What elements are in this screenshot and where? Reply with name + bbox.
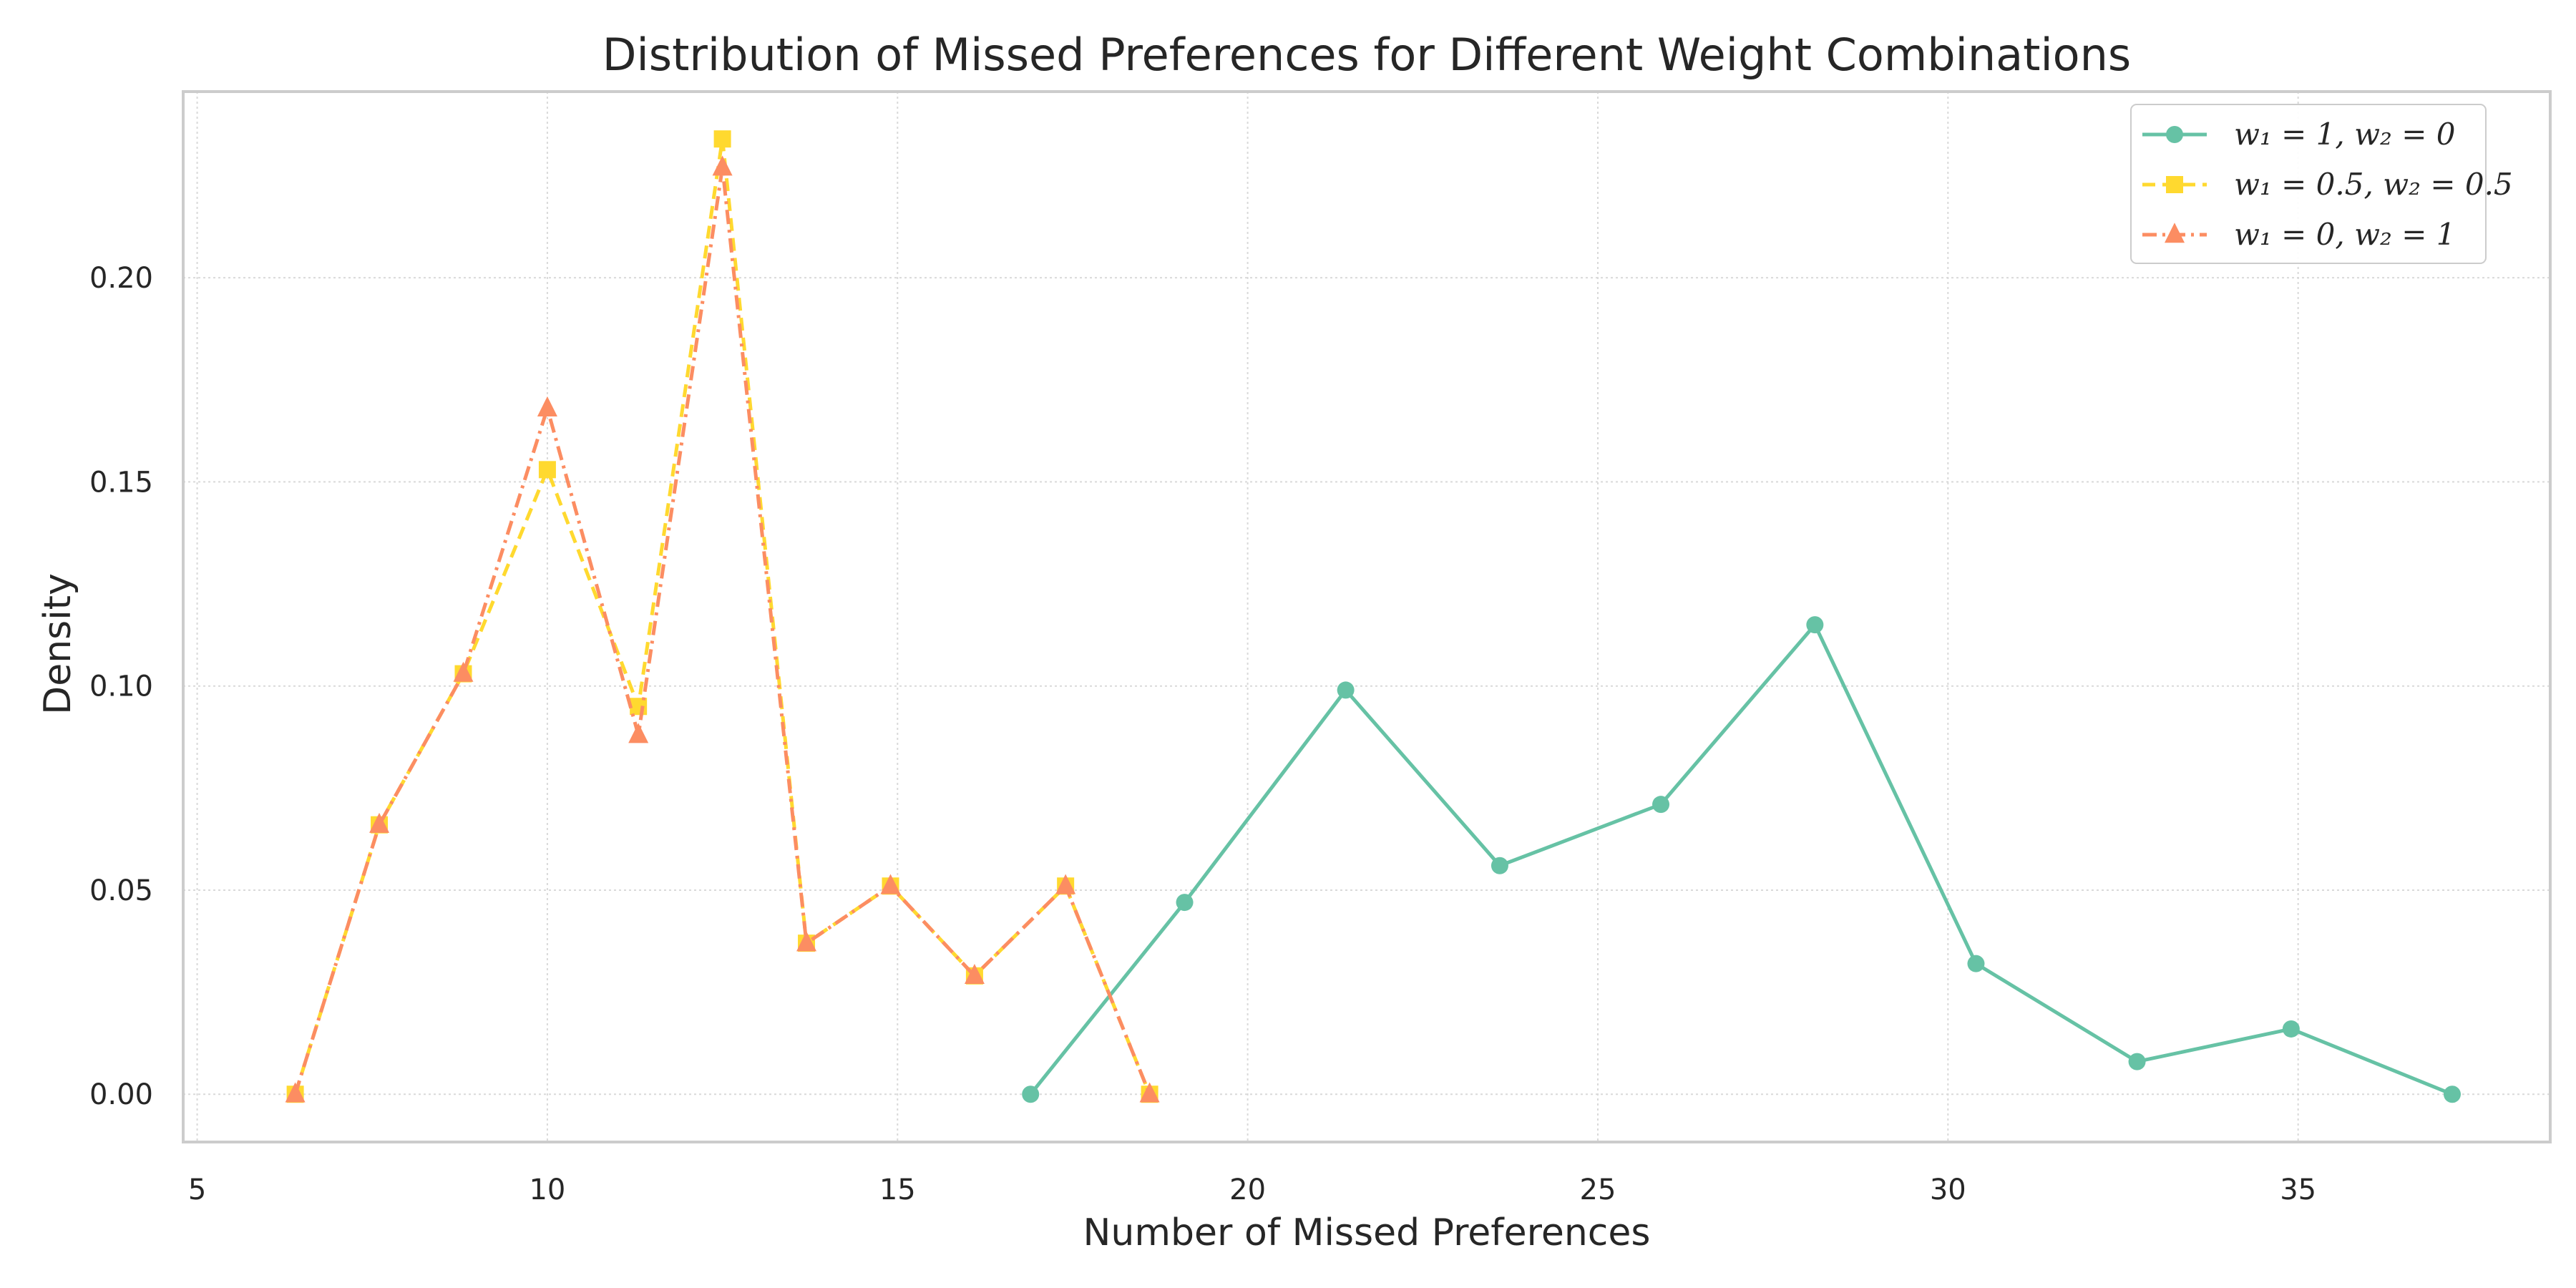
series-3	[285, 155, 1160, 1103]
grid	[183, 92, 2550, 1142]
data-point	[285, 1082, 306, 1103]
data-point	[538, 461, 556, 479]
x-tick-label: 20	[1229, 1174, 1266, 1206]
data-point	[369, 812, 390, 833]
y-tick-label: 0.20	[89, 262, 153, 295]
legend-item: w₁ = 1, w₂ = 0	[2142, 117, 2456, 152]
data-point	[1652, 796, 1670, 814]
data-point	[2282, 1020, 2300, 1038]
data-point	[712, 155, 733, 176]
x-tick-label: 5	[188, 1174, 206, 1206]
data-point	[880, 874, 901, 894]
data-point	[2128, 1053, 2146, 1070]
series-line	[293, 165, 1151, 1096]
chart-title: Distribution of Missed Preferences for D…	[602, 29, 2131, 81]
legend-label: w₁ = 0.5, w₂ = 0.5	[2234, 167, 2513, 202]
data-point	[453, 661, 474, 682]
x-axis-label: Number of Missed Preferences	[1083, 1211, 1651, 1254]
x-axis-ticks: 5 10 15 20 25 30 35	[188, 1174, 2316, 1206]
y-tick-label: 0.00	[89, 1078, 153, 1111]
legend-item: w₁ = 0, w₂ = 1	[2142, 217, 2456, 252]
data-point	[1491, 857, 1508, 874]
data-point	[1139, 1082, 1160, 1103]
x-tick-label: 15	[879, 1174, 916, 1206]
y-tick-label: 0.05	[89, 874, 153, 907]
series-layer	[285, 130, 2461, 1103]
data-point	[796, 931, 817, 952]
x-tick-label: 10	[529, 1174, 565, 1206]
data-point	[1022, 1085, 1040, 1103]
plot-frame	[182, 90, 2552, 1143]
series-1	[1022, 616, 2461, 1103]
data-point	[1176, 894, 1194, 912]
data-point	[713, 130, 731, 148]
legend-marker	[2166, 126, 2183, 143]
legend-marker	[2166, 176, 2183, 193]
y-axis-ticks: 0.00 0.05 0.10 0.15 0.20	[89, 262, 153, 1111]
legend-frame	[2130, 104, 2487, 264]
y-tick-label: 0.10	[89, 670, 153, 703]
y-axis-label: Density	[36, 573, 79, 715]
x-tick-label: 25	[1580, 1174, 1616, 1206]
data-point	[964, 963, 985, 984]
y-tick-label: 0.15	[89, 466, 153, 499]
legend-label: w₁ = 0, w₂ = 1	[2234, 217, 2456, 252]
legend-label: w₁ = 1, w₂ = 0	[2234, 117, 2456, 152]
data-point	[537, 396, 557, 416]
data-point	[1806, 616, 1824, 634]
data-point	[2443, 1085, 2461, 1103]
legend: w₁ = 1, w₂ = 0 w₁ = 0.5, w₂ = 0.5 w₁ = 0, …	[2130, 104, 2513, 264]
legend-item: w₁ = 0.5, w₂ = 0.5	[2142, 167, 2513, 202]
data-point	[628, 723, 649, 743]
legend-marker	[2165, 223, 2185, 243]
x-tick-label: 35	[2280, 1174, 2316, 1206]
series-line	[1029, 623, 2453, 1096]
data-point	[1055, 874, 1076, 894]
data-point	[1337, 681, 1355, 699]
data-point	[1967, 955, 1985, 972]
x-tick-label: 30	[1930, 1174, 1966, 1206]
